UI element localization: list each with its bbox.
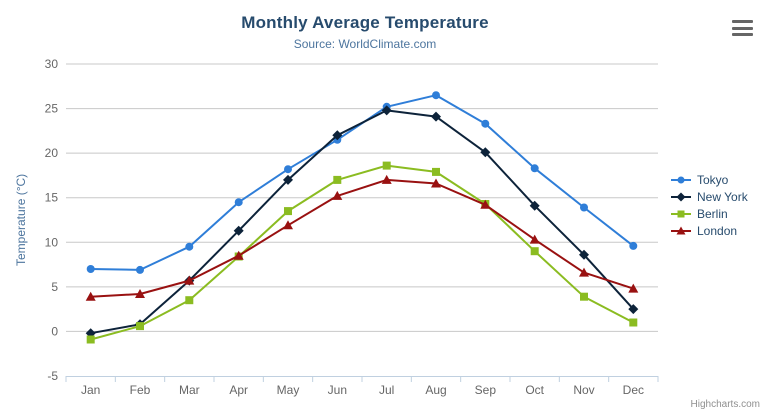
data-point-marker-berlin[interactable] — [86, 335, 95, 344]
legend-item-berlin[interactable]: Berlin — [670, 207, 748, 221]
data-point-marker-london[interactable] — [431, 178, 441, 188]
data-point-marker-new-york[interactable] — [233, 225, 244, 236]
data-point-marker-berlin[interactable] — [333, 175, 342, 184]
data-point-marker-new-york[interactable] — [579, 249, 589, 260]
legend-item-new-york[interactable]: New York — [670, 190, 748, 204]
legend-item-label: Tokyo — [697, 173, 729, 187]
data-point-marker-new-york[interactable] — [283, 174, 293, 185]
legend-item-label: New York — [697, 190, 748, 204]
data-point-marker-new-york[interactable] — [480, 147, 491, 158]
hamburger-icon — [732, 26, 753, 30]
export-menu-button[interactable] — [732, 20, 754, 36]
legend-item-tokyo[interactable]: Tokyo — [670, 173, 748, 187]
y-axis-label: 15 — [45, 191, 59, 205]
data-point-marker-london[interactable] — [529, 234, 540, 244]
data-point-marker-tokyo[interactable] — [185, 242, 194, 251]
data-point-marker-tokyo[interactable] — [629, 241, 638, 250]
data-point-marker-tokyo[interactable] — [284, 165, 292, 174]
data-point-marker-new-york[interactable] — [529, 200, 540, 211]
x-axis-label: Oct — [525, 383, 544, 397]
data-point-marker-london[interactable] — [332, 190, 343, 200]
data-point-marker-berlin[interactable] — [629, 318, 638, 327]
y-axis-label: 5 — [51, 280, 58, 294]
data-point-marker-london[interactable] — [135, 289, 145, 298]
x-axis-label: Jun — [328, 383, 347, 397]
x-axis-label: Dec — [623, 383, 644, 397]
legend-item-label: Berlin — [697, 207, 728, 221]
data-point-marker-berlin[interactable] — [382, 161, 391, 170]
data-point-marker-london[interactable] — [480, 199, 491, 209]
chart-subtitle: Source: WorldClimate.com — [293, 37, 437, 51]
legend: Tokyo New York Berlin London — [670, 173, 748, 238]
x-axis-label: Jul — [379, 383, 394, 397]
data-point-marker-berlin[interactable] — [432, 167, 440, 176]
data-point-marker-tokyo[interactable] — [481, 119, 490, 128]
data-point-marker-london[interactable] — [85, 291, 96, 301]
data-point-marker-tokyo[interactable] — [136, 265, 144, 274]
legend-item-label: London — [697, 224, 738, 238]
chart-title: Monthly Average Temperature — [241, 13, 489, 32]
triangle-marker-icon — [671, 226, 691, 235]
data-point-marker-new-york[interactable] — [381, 105, 392, 116]
data-point-marker-new-york[interactable] — [332, 130, 343, 141]
data-point-marker-berlin[interactable] — [580, 292, 588, 301]
x-axis-label: Feb — [130, 383, 151, 397]
x-axis-label: Jan — [81, 383, 100, 397]
x-axis-label: Nov — [573, 383, 594, 397]
series-line-berlin — [89, 164, 635, 341]
data-point-marker-london[interactable] — [283, 220, 293, 230]
data-point-marker-london[interactable] — [579, 267, 589, 277]
y-axis-label: 10 — [45, 235, 59, 249]
data-point-marker-new-york[interactable] — [628, 304, 639, 315]
data-point-marker-tokyo[interactable] — [234, 198, 243, 207]
x-axis-label: Sep — [475, 383, 497, 397]
data-point-marker-berlin[interactable] — [530, 247, 539, 256]
y-axis-label: 30 — [45, 57, 59, 71]
series-line-london — [89, 178, 635, 298]
x-axis-label: Aug — [425, 383, 446, 397]
data-point-marker-berlin[interactable] — [284, 207, 292, 216]
y-axis-label: 0 — [51, 324, 58, 338]
data-point-marker-london[interactable] — [233, 250, 244, 260]
diamond-marker-icon — [671, 192, 691, 202]
data-point-marker-new-york[interactable] — [431, 111, 441, 122]
series-line-tokyo — [89, 94, 635, 271]
legend-item-london[interactable]: London — [670, 224, 748, 238]
x-axis-label: Apr — [229, 383, 248, 397]
x-axis-label: Mar — [179, 383, 200, 397]
data-point-marker-tokyo[interactable] — [580, 203, 588, 212]
hamburger-icon — [732, 33, 753, 36]
y-axis-label: -5 — [47, 369, 58, 383]
y-axis-label: 25 — [45, 102, 59, 116]
data-point-marker-berlin[interactable] — [185, 296, 194, 305]
x-axis-label: May — [277, 383, 300, 397]
data-point-marker-tokyo[interactable] — [86, 265, 95, 273]
data-point-marker-london[interactable] — [628, 283, 639, 293]
data-point-marker-london[interactable] — [184, 275, 195, 285]
series-line-new-york — [89, 109, 635, 335]
credits-link[interactable]: Highcharts.com — [690, 399, 760, 410]
circle-marker-icon — [671, 176, 691, 184]
data-point-marker-london[interactable] — [381, 174, 392, 184]
data-point-marker-tokyo[interactable] — [530, 164, 539, 173]
square-marker-icon — [671, 210, 691, 218]
y-axis-title: Temperature (°C) — [14, 173, 28, 267]
y-axis-label: 20 — [45, 146, 59, 160]
hamburger-icon — [732, 20, 753, 23]
data-point-marker-berlin[interactable] — [136, 322, 144, 331]
data-point-marker-tokyo[interactable] — [432, 91, 440, 100]
